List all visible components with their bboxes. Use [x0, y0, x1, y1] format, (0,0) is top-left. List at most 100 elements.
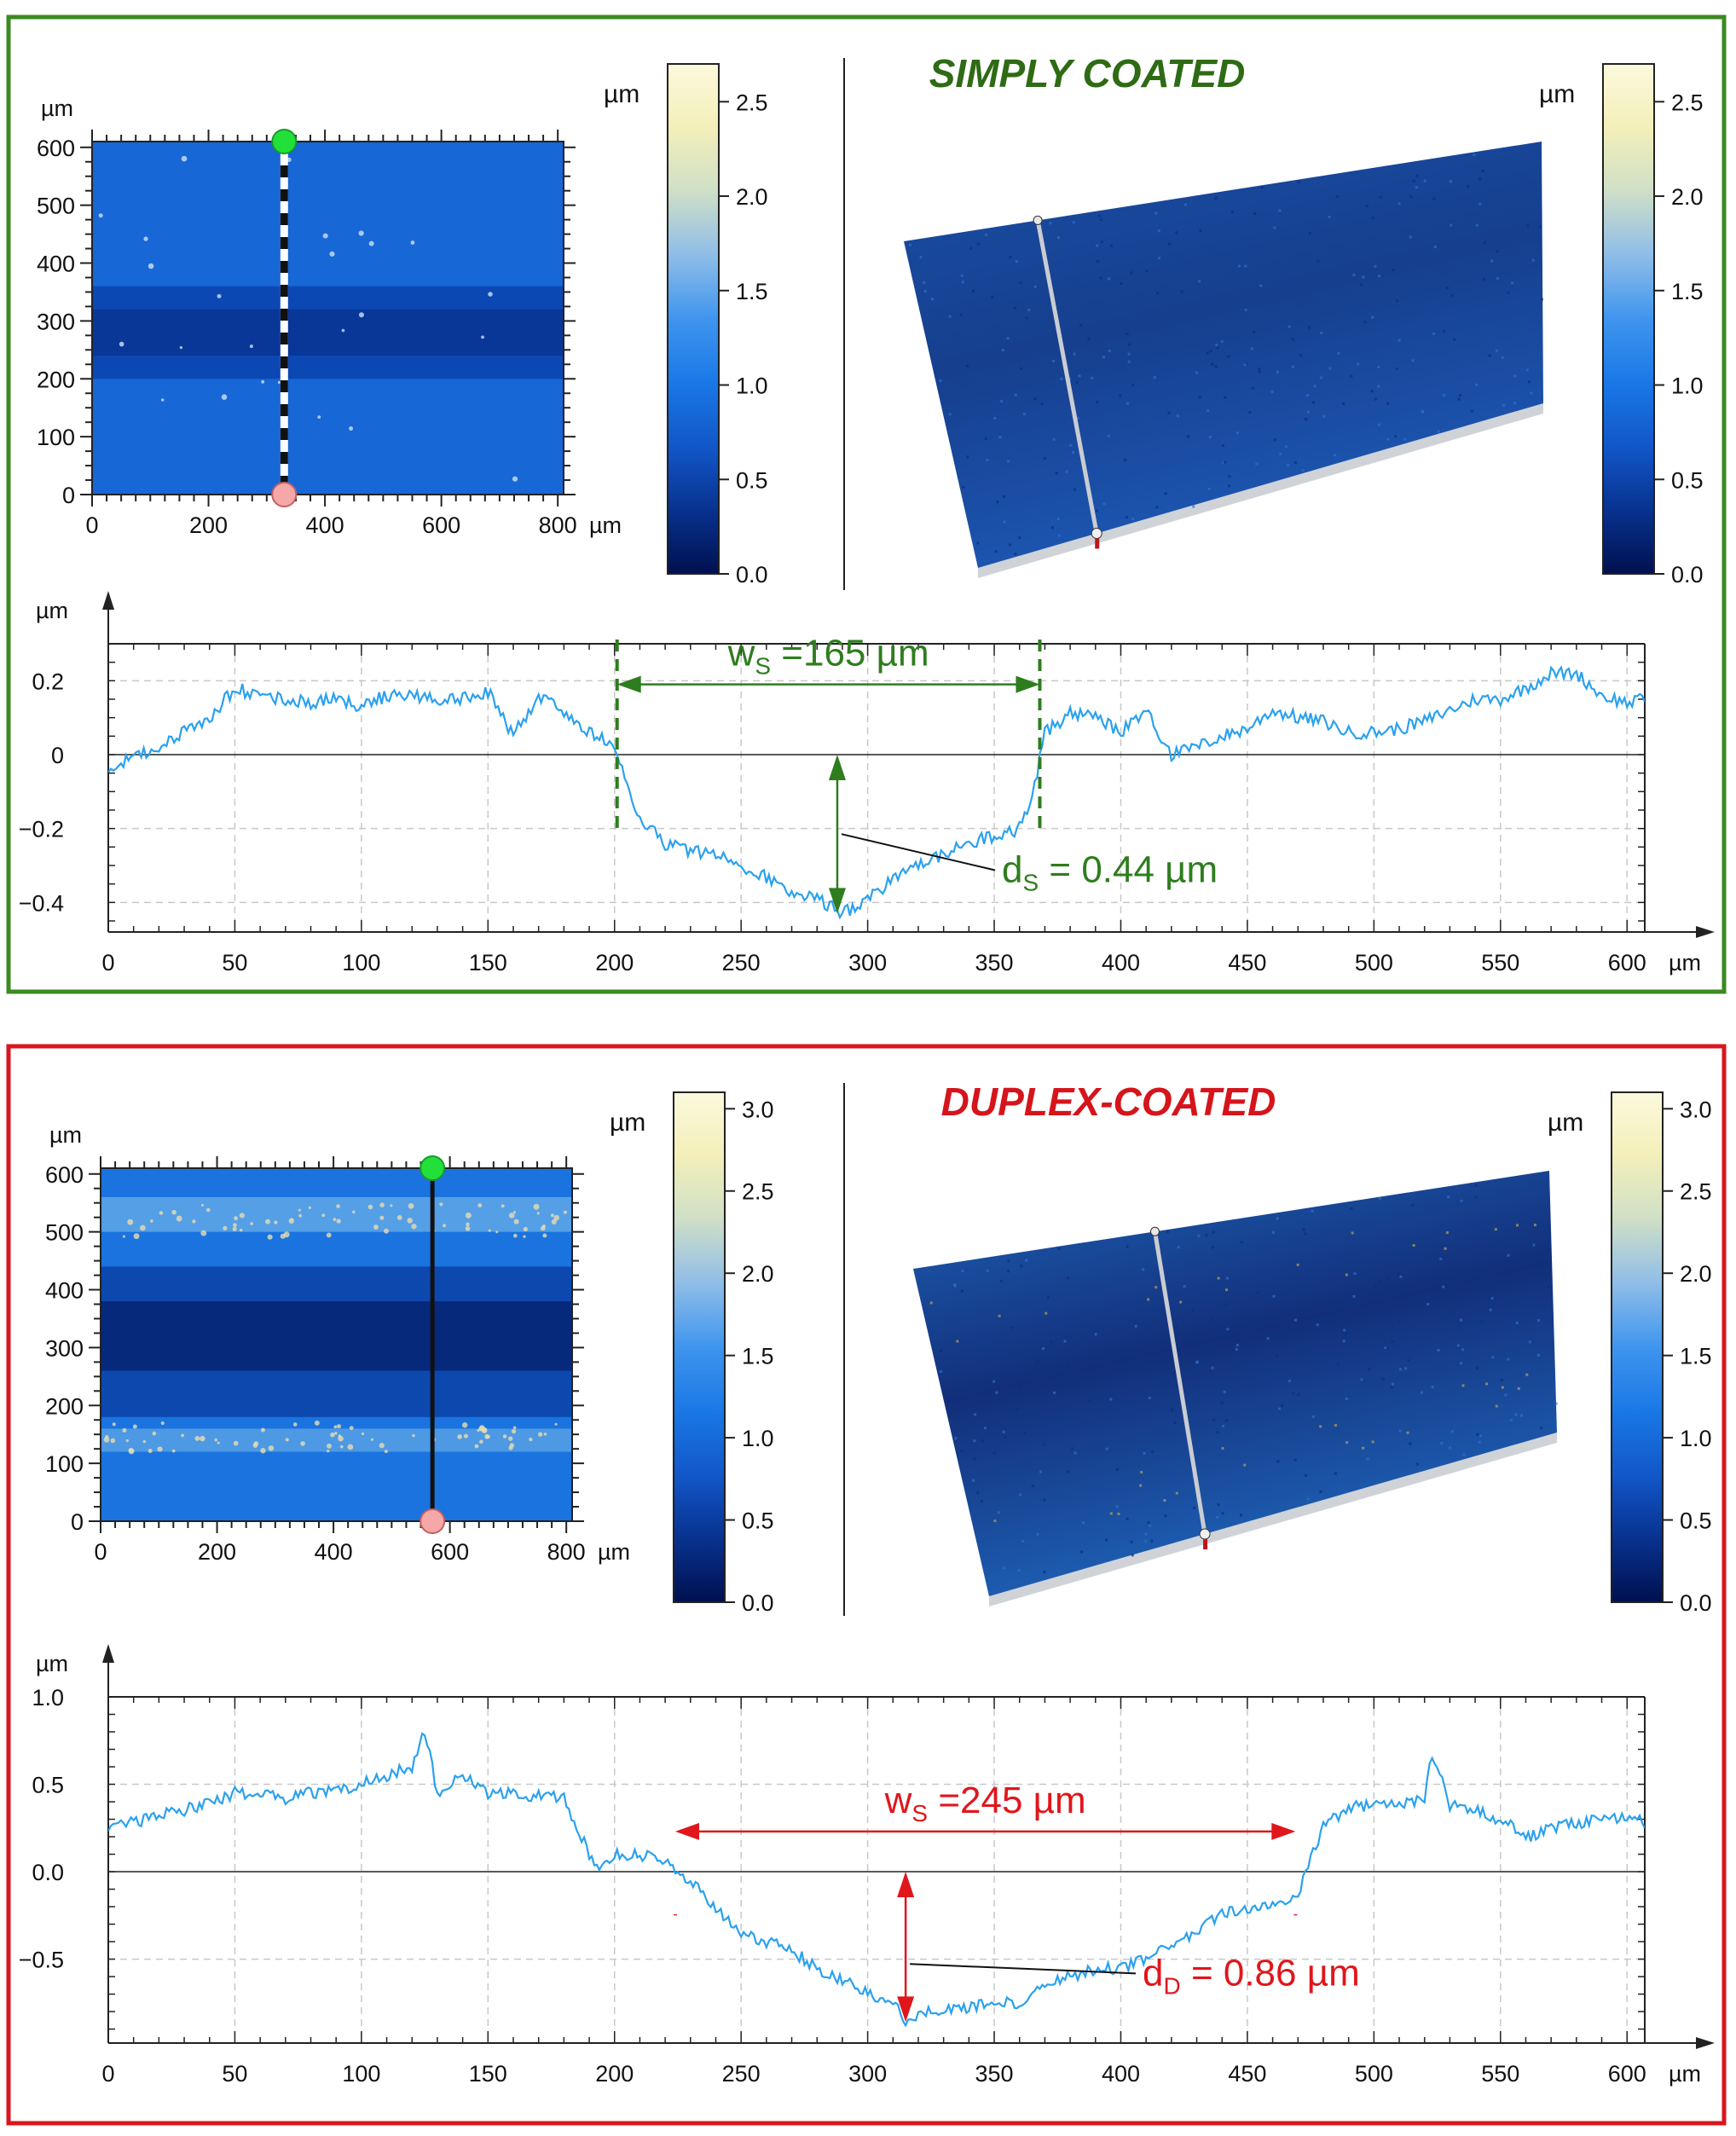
surface-speckle — [1018, 1386, 1021, 1389]
map-speckle — [317, 415, 321, 419]
surface-speckle — [1271, 1230, 1275, 1234]
surface-speckle — [1134, 1324, 1137, 1328]
depth-label-value: = 0.44 µm — [1039, 849, 1218, 891]
surface-speckle — [972, 1479, 975, 1482]
map-speckle — [260, 1447, 266, 1454]
surface-speckle — [1302, 1228, 1305, 1231]
colorbar-tick-label: 2.0 — [1671, 184, 1704, 210]
surface-speckle — [1155, 506, 1159, 509]
surface-speckle — [1319, 376, 1322, 379]
surface-speckle — [1423, 179, 1426, 182]
surface-speckle — [1474, 1184, 1478, 1187]
map-speckle — [488, 292, 493, 297]
surface-speckle — [1277, 1407, 1281, 1410]
x-tick-label: 50 — [222, 950, 247, 975]
surface-speckle — [1461, 1384, 1465, 1387]
map-speckle — [280, 1233, 286, 1239]
surface-speckle — [1386, 402, 1390, 405]
x-axis-unit: µm — [1669, 950, 1701, 975]
x-tick-label: 600 — [1608, 2061, 1646, 2087]
surface-speckle — [1063, 1340, 1067, 1343]
map-speckle — [148, 263, 154, 269]
surface-speckle — [1470, 409, 1473, 413]
surface-speckle — [1043, 457, 1046, 460]
surface-speckle — [1245, 362, 1248, 366]
surface-speckle — [1273, 226, 1276, 229]
map-speckle — [142, 1439, 147, 1444]
surface-speckle — [1073, 488, 1076, 491]
surface-speckle — [1507, 1253, 1510, 1257]
surface-speckle — [1377, 385, 1380, 388]
surface-speckle — [1379, 1280, 1382, 1283]
surface-speckle — [1305, 418, 1308, 421]
map-speckle — [179, 345, 183, 350]
colorbar-tick-label: 3.0 — [1680, 1097, 1712, 1122]
surface-speckle — [1483, 278, 1486, 281]
surface-speckle — [1312, 401, 1316, 404]
map-speckle — [181, 1433, 184, 1438]
colorbar-tick-label: 1.0 — [736, 373, 768, 399]
map-speckle — [465, 1212, 472, 1219]
surface-speckle — [1483, 240, 1486, 244]
surface-speckle — [1007, 460, 1010, 463]
map-speckle — [217, 1441, 220, 1444]
surface-speckle — [1142, 1268, 1145, 1271]
surface-speckle — [1343, 1328, 1346, 1332]
surface-speckle — [954, 1437, 958, 1440]
x-tick-label: 100 — [342, 950, 380, 975]
surface-speckle — [1008, 543, 1011, 547]
map-y-tick-label: 100 — [37, 425, 75, 450]
surface-speckle — [1394, 435, 1397, 438]
surface-speckle — [1224, 396, 1227, 399]
map-speckle — [396, 1215, 402, 1220]
surface-speckle — [1096, 401, 1099, 404]
surface-speckle — [1035, 1360, 1039, 1363]
surface-speckle — [1520, 1414, 1524, 1417]
surface-speckle — [1031, 1485, 1034, 1488]
surface-speckle — [1316, 1323, 1319, 1327]
width-label-subscript: S — [911, 1800, 928, 1826]
x-tick-label: 250 — [722, 2061, 761, 2087]
surface-speckle — [1453, 338, 1456, 341]
map-speckle — [286, 157, 292, 163]
surface-speckle — [1288, 325, 1291, 328]
map-speckle — [463, 1433, 469, 1438]
map-speckle — [314, 1420, 320, 1426]
depth-arrow-head — [897, 1872, 915, 1898]
map-speckle — [347, 1444, 354, 1450]
surface-speckle — [1270, 391, 1274, 394]
surface-speckle — [1164, 1514, 1167, 1518]
surface-speckle — [1447, 1195, 1450, 1199]
colorbar-tick-label: 0.5 — [736, 467, 768, 493]
y-tick-label: 0.5 — [32, 1773, 64, 1798]
colorbar-tick-label: 1.5 — [1671, 279, 1704, 304]
map-speckle — [563, 1210, 567, 1214]
map-speckle — [349, 426, 354, 431]
surface-speckle — [1033, 285, 1037, 288]
surface-speckle — [1039, 1470, 1043, 1473]
surface-speckle — [1198, 396, 1201, 399]
surface-speckle — [1238, 264, 1241, 268]
surface-speckle — [1378, 423, 1381, 426]
colorbar-2d: 0.0 0.5 1.0 1.5 2.0 2.5 3.0 µm — [610, 1091, 774, 1616]
map-speckle — [390, 1204, 393, 1207]
surface-speckle — [1395, 368, 1398, 371]
surface-speckle — [1320, 331, 1323, 334]
surface-speckle — [992, 1451, 996, 1455]
surface-speckle — [1126, 1245, 1129, 1248]
map-x-tick-label: 0 — [94, 1539, 107, 1565]
surface-speckle — [1399, 1275, 1403, 1278]
surface-speckle — [1212, 1418, 1216, 1421]
map-speckle — [512, 476, 518, 482]
map-speckle — [327, 1443, 332, 1449]
map-speckle — [159, 1211, 164, 1215]
surface-speckle — [1212, 1230, 1215, 1234]
surface-speckle — [1126, 333, 1129, 336]
surface-speckle — [1450, 223, 1453, 227]
y-tick-label: 0 — [51, 743, 64, 768]
depth-label-value: = 0.86 µm — [1181, 1952, 1360, 1994]
surface-speckle — [1004, 1435, 1007, 1438]
map-speckle — [439, 1202, 443, 1207]
surface-speckle — [1496, 250, 1499, 253]
colorbar-tick-label: 2.5 — [1680, 1179, 1712, 1205]
